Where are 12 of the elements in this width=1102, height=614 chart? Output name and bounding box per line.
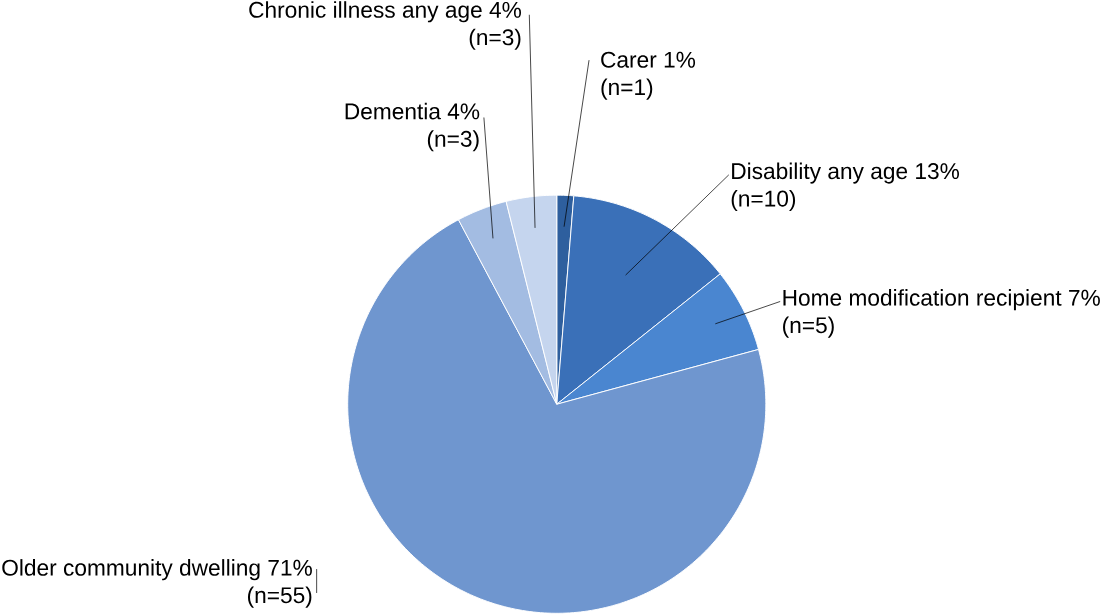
data-label: (n=10): [731, 190, 796, 212]
slice-label: Dementia 4%: [345, 102, 480, 120]
data-label: (n=5): [783, 316, 834, 338]
slice-label: Disability any age 13%: [732, 162, 960, 184]
slice-label: Chronic illness any age 4%: [249, 1, 522, 23]
slice-label: Home modification recipient 7%: [783, 289, 1100, 311]
slice-label: Older community dwelling 71%: [2, 559, 312, 581]
slice-label: Carer 1%: [601, 51, 696, 68]
data-label: (n=55): [247, 586, 312, 608]
data-label: (n=3): [469, 28, 521, 50]
data-label: (n=3): [427, 130, 479, 152]
data-label: (n=1): [601, 78, 653, 100]
